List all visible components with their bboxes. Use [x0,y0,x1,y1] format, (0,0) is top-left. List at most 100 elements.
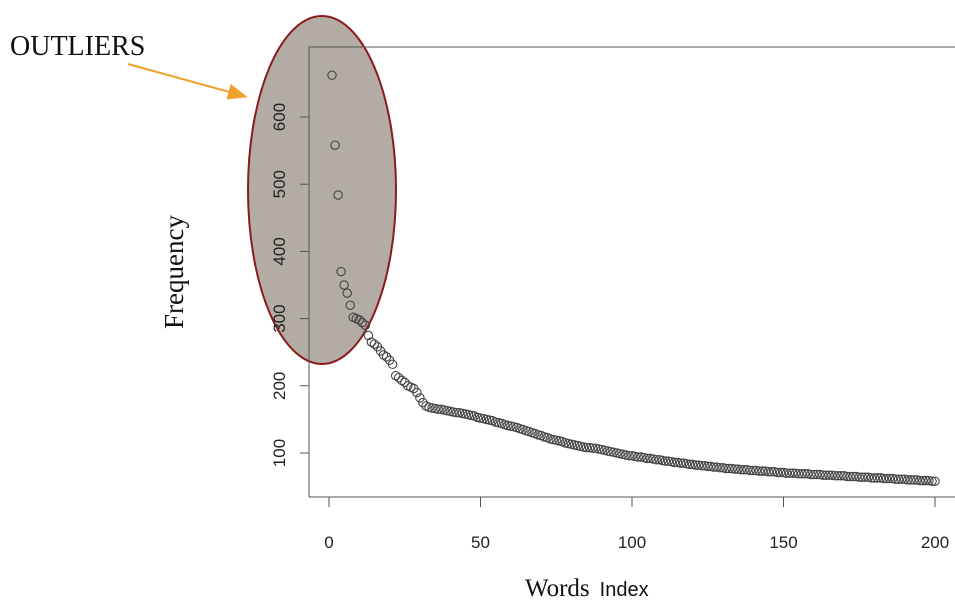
data-point [833,471,843,481]
outliers-arrow [127,63,248,100]
data-point [357,317,368,328]
data-point [427,403,437,413]
outliers-annotation: OUTLIERS [10,31,145,62]
data-point [796,469,807,479]
x-tick-label: 150 [769,533,797,552]
data-point [751,465,761,476]
data-point [684,459,695,470]
data-point [869,473,880,483]
data-point [848,471,858,482]
data-point [824,470,834,480]
data-point [715,463,725,473]
data-point [748,465,758,476]
y-axis-label: Frequency [159,215,189,329]
data-point [709,462,719,472]
data-point [757,466,768,476]
data-point [763,467,774,477]
data-point [845,471,855,482]
outlier-highlight-ellipse [247,15,397,365]
data-point [642,453,652,464]
data-point [881,473,892,484]
data-point [793,469,804,479]
data-point [696,461,707,471]
data-point [921,475,931,486]
data-point [766,467,777,477]
data-point [333,190,343,200]
data-point [703,461,713,472]
data-point [345,300,355,310]
data-point [772,467,783,478]
data-point [854,472,865,482]
data-point [630,451,640,462]
data-point [809,469,819,480]
data-point [699,461,710,471]
data-point [872,473,883,483]
data-point [415,393,425,403]
data-point [857,472,868,482]
data-point [754,466,765,476]
data-point [924,475,934,486]
data-point [739,465,749,475]
data-point [548,434,558,445]
data-point [787,468,798,478]
data-point [669,457,680,468]
x-tick-label: 100 [618,533,646,552]
data-point [930,476,940,486]
data-point [896,474,907,484]
data-point [812,469,822,480]
x-axis-ticks: 0 50 100 150 200 [324,497,949,552]
data-point [836,471,846,481]
data-point [396,375,407,386]
data-point [433,404,443,415]
data-point [784,468,795,478]
data-point [884,473,895,484]
data-points [327,70,940,486]
x-axis-label: Words Index [525,575,649,602]
data-point [451,407,462,418]
data-point [387,359,398,370]
data-point [412,387,422,398]
y-tick-label: 200 [270,372,289,400]
data-point [390,370,401,381]
data-point [915,475,925,486]
data-point [730,464,740,474]
x-axis-label-sub: Index [600,579,649,601]
data-point [890,474,901,484]
data-point [539,432,549,442]
data-point [918,475,928,486]
data-point [909,475,919,485]
data-point [906,475,916,485]
data-point [360,320,371,331]
data-point [378,350,389,360]
data-point [366,337,377,347]
data-point [499,420,510,430]
data-point [866,473,877,483]
y-tick-label: 300 [270,304,289,332]
data-point [893,474,904,484]
data-point [818,470,828,480]
data-point [821,470,831,480]
data-point [369,339,380,349]
y-axis-ticks: 100 200 300 400 500 600 [270,103,309,467]
data-point [418,397,428,408]
y-tick-label: 500 [270,170,289,198]
data-point [806,469,816,480]
data-point [633,452,643,462]
data-point [581,442,592,453]
data-point [587,443,598,454]
data-point [724,463,734,474]
data-point [381,352,392,362]
data-point [799,469,810,479]
data-point [721,463,731,474]
data-point [842,471,852,482]
data-point [781,468,792,478]
data-point [878,473,889,484]
x-axis-label-main: Words [525,575,590,602]
data-point [327,70,337,81]
y-tick-label: 400 [270,237,289,265]
data-point [775,467,786,478]
x-tick-label: 50 [471,533,490,552]
data-point [902,475,913,485]
data-point [330,140,340,150]
